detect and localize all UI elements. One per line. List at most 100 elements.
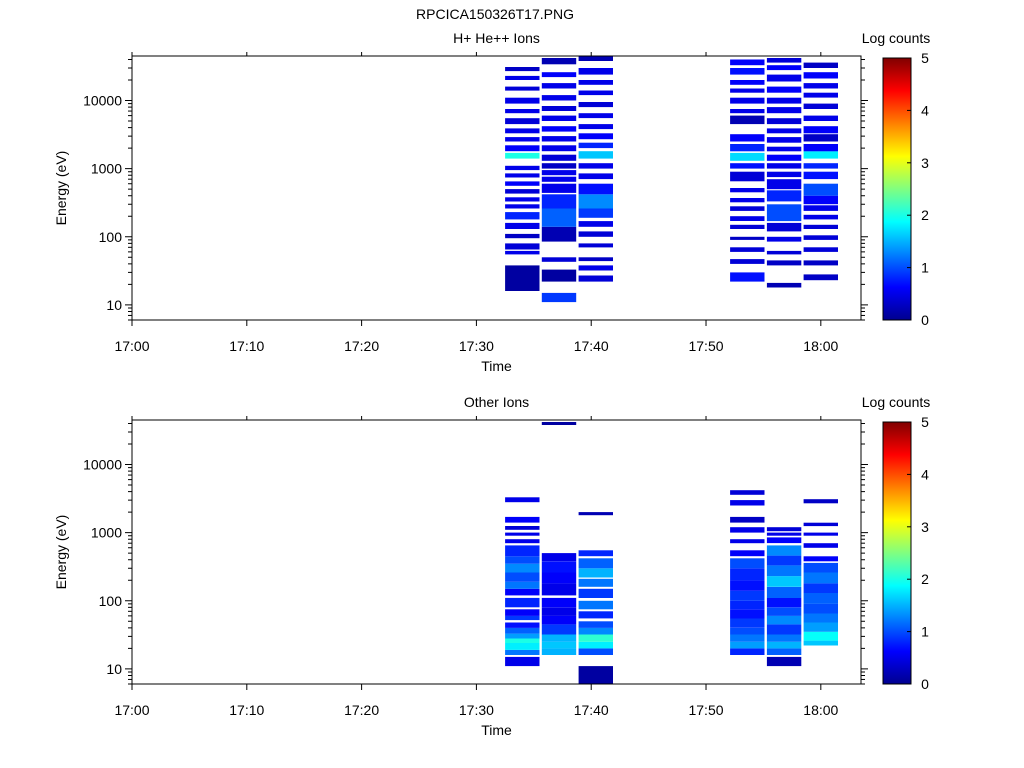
colorbar-tick-label: 4 [921,466,929,482]
spectrogram-cell [730,634,765,642]
spectrogram-cell [505,173,540,178]
spectrogram-cell [730,224,765,229]
spectrogram-cell [730,152,765,161]
spectrogram-cell [505,633,540,639]
colorbar-tick-label: 2 [921,207,929,223]
spectrogram-cell [505,563,540,573]
colorbar-tick-label: 1 [921,260,929,276]
spectrogram-cell [730,134,765,142]
colorbar-tick-label: 5 [921,50,929,66]
spectrogram-cell [730,558,765,569]
spectrogram-cell [578,102,613,108]
colorbar [882,421,912,685]
y-tick-label: 1000 [91,161,122,177]
spectrogram-cell [766,137,802,143]
spectrogram-cell [578,621,613,628]
spectrogram-cell [803,532,838,536]
spectrogram-cell [505,75,540,80]
spectrogram-cell [803,499,838,504]
spectrogram-cell [803,214,838,220]
spectrogram-cell [541,572,577,584]
spectrogram-cell [730,59,765,66]
spectrogram-cell [803,247,838,252]
spectrogram-cell [730,236,765,240]
spectrogram-cell [505,265,540,291]
spectrogram-cell [730,600,765,610]
spectrogram-cell [803,144,838,152]
x-tick-label: 17:10 [229,338,264,354]
colorbar-label: Log counts [862,30,931,46]
spectrogram-cell [505,622,540,628]
spectrogram-cell [730,97,765,104]
spectrogram-cell [730,580,765,591]
spectrogram-cell [730,68,765,75]
spectrogram-cell [803,205,838,211]
spectrogram-cell [505,243,540,250]
x-tick-label: 17:10 [229,702,264,718]
spectrogram-cell [766,260,802,266]
spectrogram-cell [578,124,613,130]
spectrogram-cell [541,648,577,655]
plot-frame [131,55,862,321]
spectrogram-cell [730,109,765,114]
spectrogram-cell [730,568,765,581]
spectrogram-cell [541,183,577,193]
spectrogram-cell [541,634,577,642]
y-tick-label: 100 [99,593,123,609]
panel-title: Other Ions [464,394,529,410]
x-tick-label: 17:00 [114,702,149,718]
spectrogram-cell [766,615,802,625]
spectrogram-cell [766,624,802,635]
x-tick-label: 17:20 [344,702,379,718]
spectrogram-cell [541,95,577,101]
spectrogram-cell [766,74,802,82]
colorbar-label: Log counts [862,394,931,410]
spectrogram-cell [803,522,838,527]
y-tick-label: 10 [106,661,122,677]
spectrogram-cell [505,67,540,72]
spectrogram-cell [541,58,577,65]
spectrogram-cell [730,80,765,85]
spectrogram-cell [766,282,802,288]
spectrogram-cell [766,586,802,598]
spectrogram-cell [766,222,802,232]
spectrogram-cell [505,643,540,650]
x-tick-label: 17:00 [114,338,149,354]
x-tick-label: 17:50 [688,702,723,718]
spectrogram-cell [730,198,765,203]
spectrogram-cell [505,615,540,621]
spectrogram-cell [803,622,838,632]
spectrogram-cell [766,154,802,161]
spectrogram-cell [578,512,613,516]
spectrogram-cell [730,539,765,544]
spectrogram-cell [803,274,838,281]
spectrogram-cell [505,189,540,194]
spectrogram-cell [541,106,577,111]
spectrogram-cell [578,627,613,635]
spectrogram-cell [541,292,577,303]
spectrogram-cell [766,204,802,222]
spectrogram-cell [766,171,802,178]
spectrogram-cell [578,257,613,262]
spectrogram-cell [505,497,540,503]
spectrogram-cell [730,550,765,557]
spectrogram-cell [803,163,838,169]
spectrogram-cell [803,62,838,68]
spectrogram-cell [541,176,577,182]
spectrogram-cell [541,115,577,121]
spectrogram-cell [766,634,802,642]
spectrogram-cell [541,170,577,176]
spectrogram-cell [766,641,802,649]
spectrogram-cell [505,204,540,209]
spectrogram-cell [505,152,540,159]
spectrogram-cell [578,90,613,96]
spectrogram-cell [541,607,577,616]
colorbar-tick-label: 0 [921,676,929,692]
spectrogram-cell [578,611,613,619]
spectrogram-cell [541,126,577,132]
spectrogram-cell [803,103,838,109]
spectrogram-cell [505,545,540,557]
spectrogram-cell [505,526,540,530]
spectrogram-cell [766,86,802,93]
